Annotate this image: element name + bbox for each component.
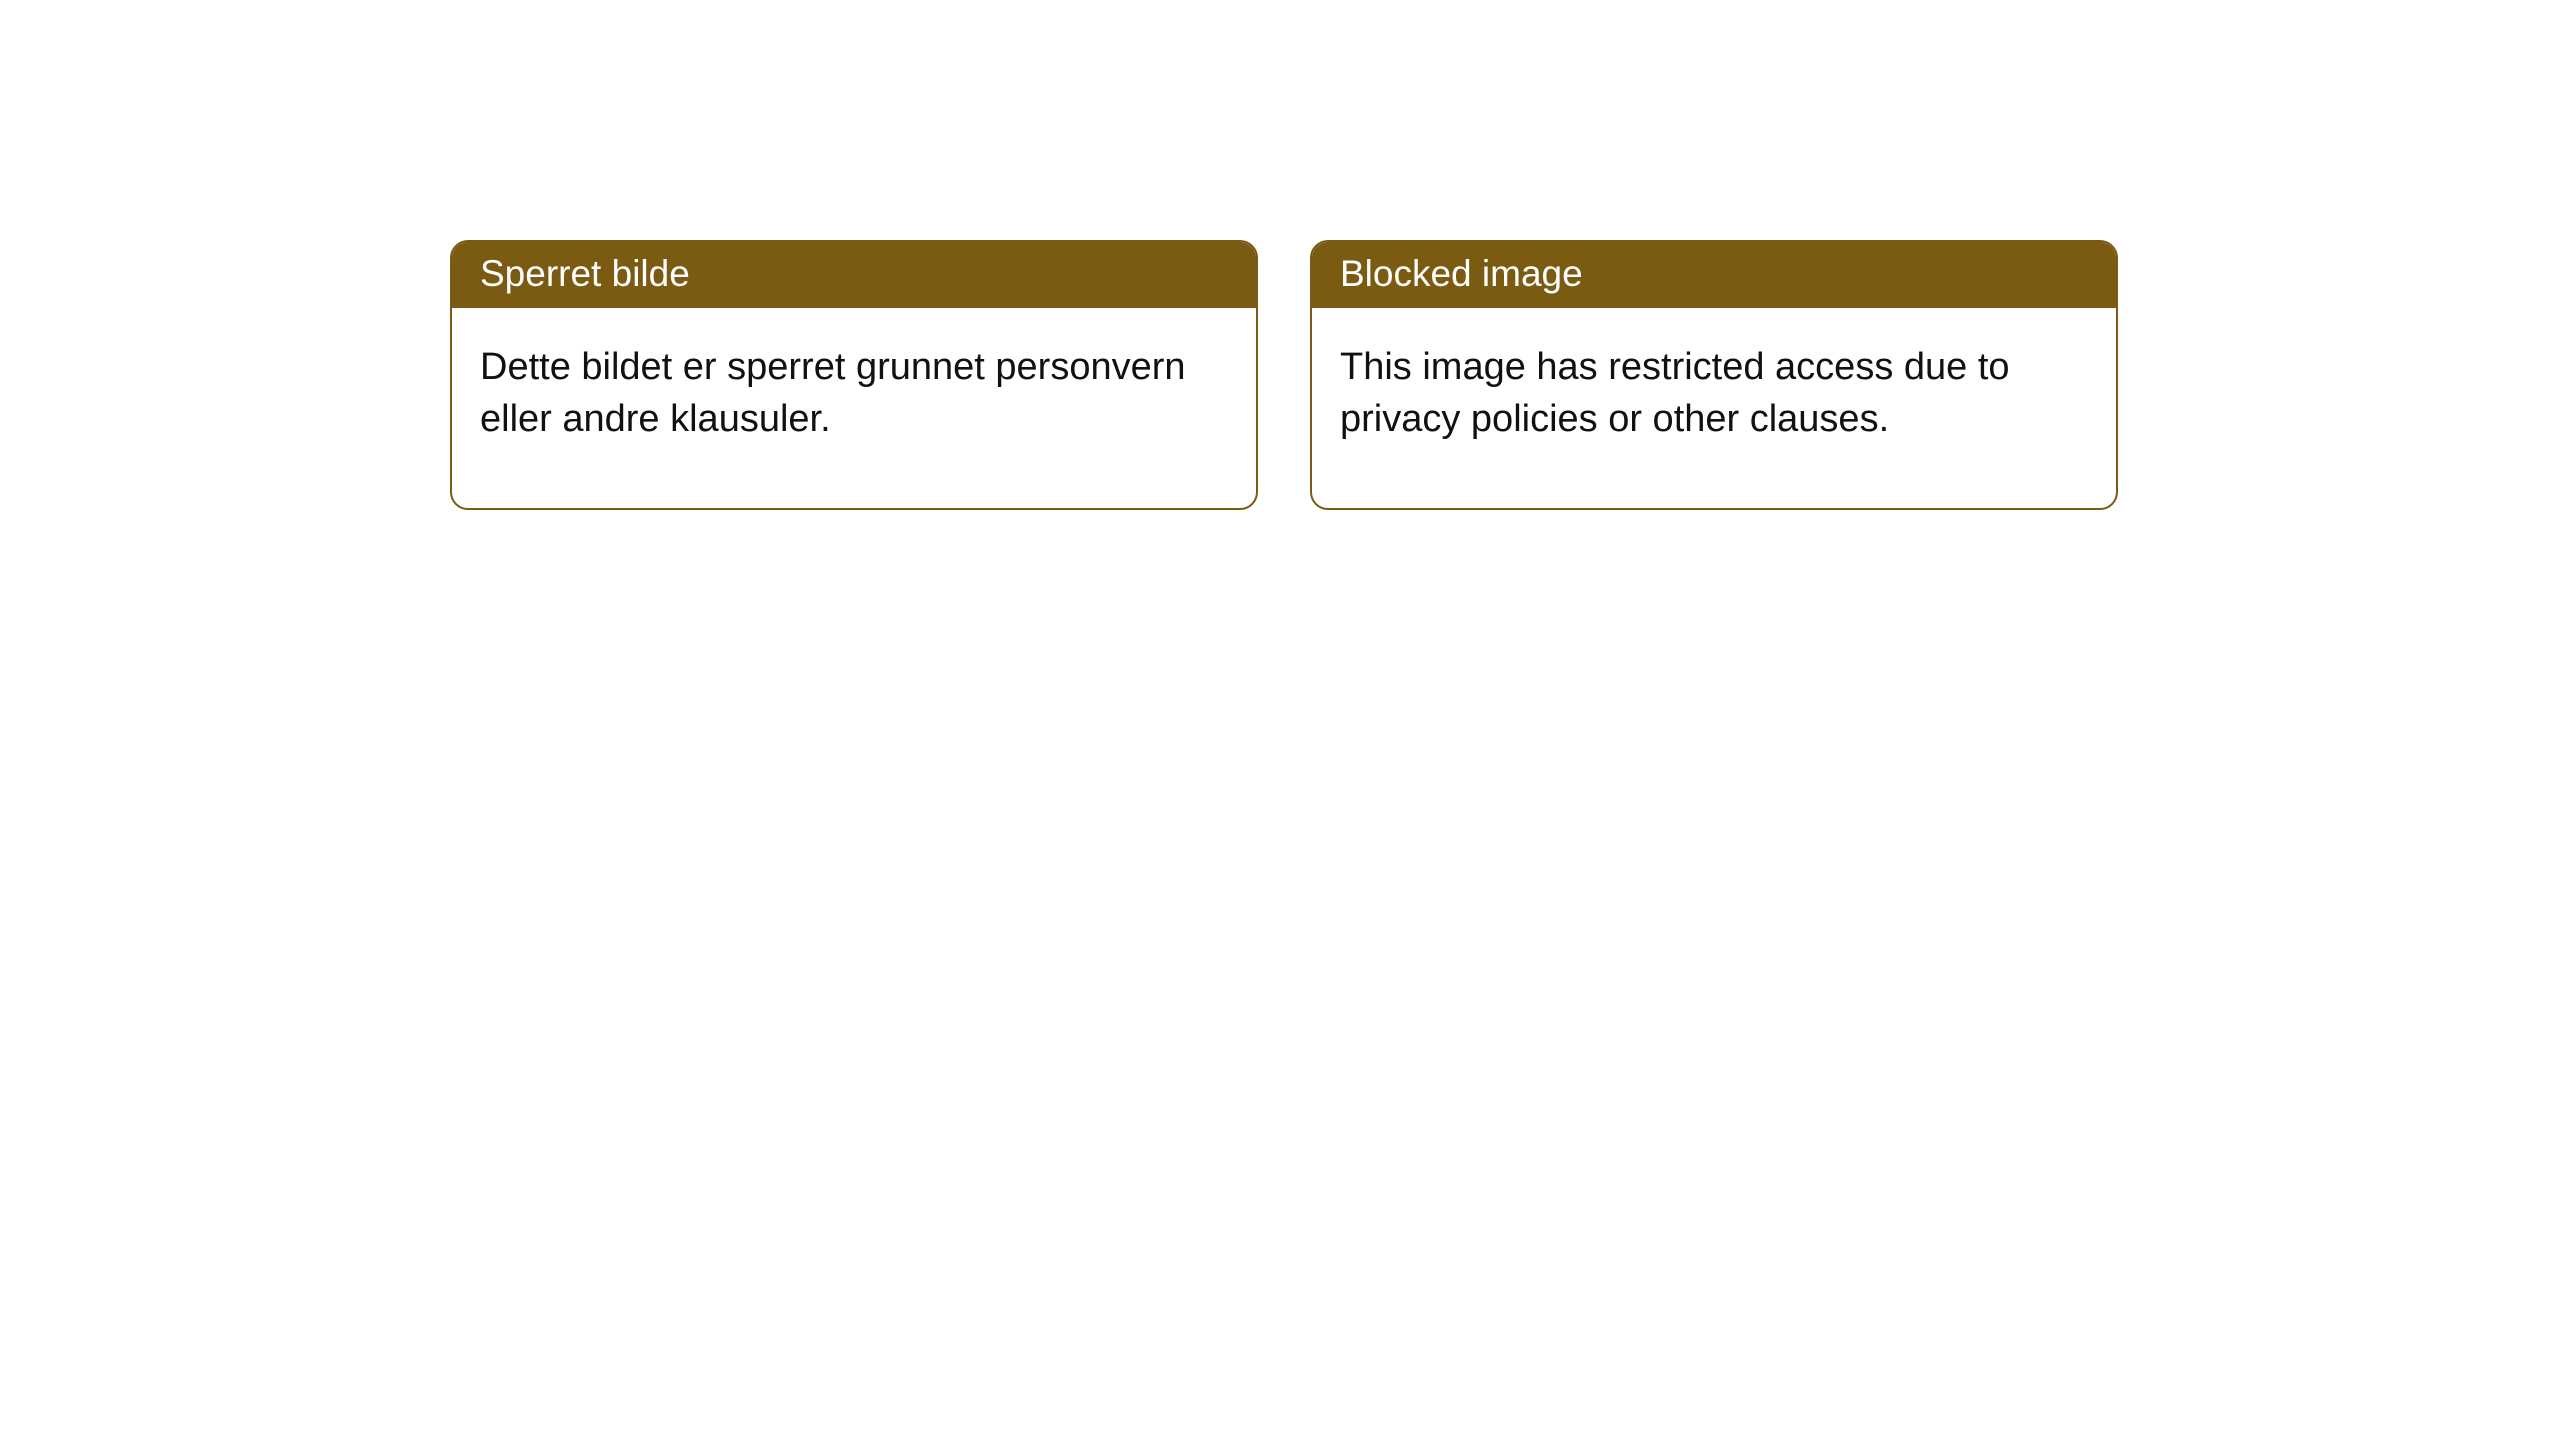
- notice-card-english: Blocked image This image has restricted …: [1310, 240, 2118, 510]
- notice-card-title: Blocked image: [1312, 242, 2116, 308]
- notice-cards-container: Sperret bilde Dette bildet er sperret gr…: [450, 240, 2118, 510]
- notice-card-body: Dette bildet er sperret grunnet personve…: [452, 308, 1256, 508]
- notice-card-title: Sperret bilde: [452, 242, 1256, 308]
- notice-card-body: This image has restricted access due to …: [1312, 308, 2116, 508]
- notice-card-norwegian: Sperret bilde Dette bildet er sperret gr…: [450, 240, 1258, 510]
